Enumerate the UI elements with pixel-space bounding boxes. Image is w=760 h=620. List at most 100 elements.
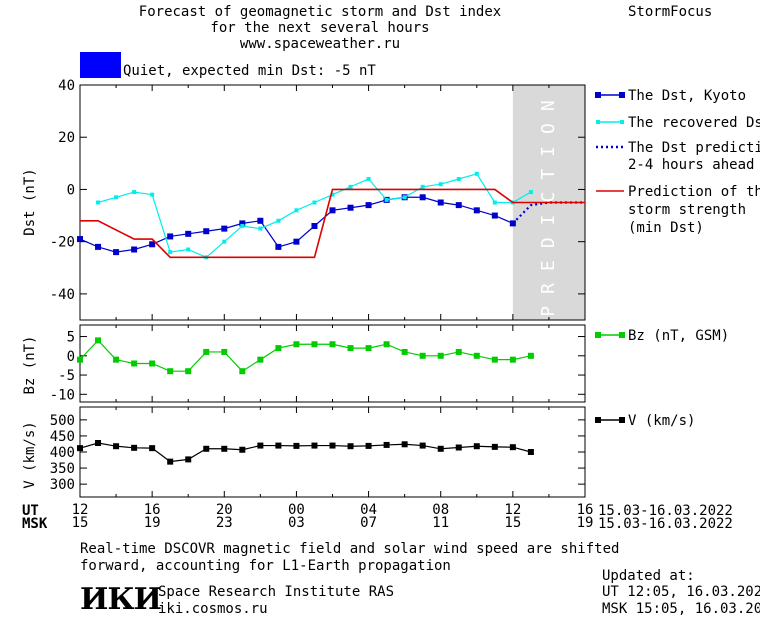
- legend-marker: [619, 332, 625, 338]
- data-point: [113, 356, 120, 363]
- ut-tick-label: 12: [504, 502, 521, 518]
- data-point: [258, 226, 263, 231]
- data-point: [203, 228, 210, 235]
- data-point: [311, 223, 318, 229]
- legend-dst-kyoto: The Dst, Kyoto: [628, 88, 747, 104]
- data-point: [312, 200, 317, 205]
- ytick-label: 500: [50, 413, 75, 429]
- ytick-label: 450: [50, 429, 75, 445]
- ytick-label: -20: [50, 235, 75, 251]
- v-frame: [79, 406, 586, 498]
- msk-tick-label: 15: [504, 515, 521, 531]
- ytick-label: -5: [58, 368, 75, 384]
- ut-axis-label: UT: [22, 503, 39, 519]
- msk-tick-label: 15: [72, 515, 89, 531]
- bz-ylabel: Bz (nT): [22, 335, 38, 394]
- ytick-label: 20: [58, 130, 75, 146]
- data-point: [509, 356, 516, 363]
- legend-bz: Bz (nT, GSM): [628, 328, 730, 344]
- data-point: [311, 341, 318, 348]
- legend-marker: [596, 120, 600, 124]
- data-point: [491, 356, 498, 363]
- legend-marker: [620, 120, 624, 124]
- data-point: [437, 199, 444, 206]
- legend-marker: [595, 332, 601, 338]
- legend-marker: [619, 92, 625, 98]
- ut-tick-label: 16: [577, 502, 594, 518]
- data-point: [77, 445, 83, 452]
- data-point: [437, 445, 444, 452]
- legend-dst-prediction-sub: 2-4 hours ahead: [628, 157, 755, 173]
- data-point: [420, 184, 425, 189]
- data-point: [491, 443, 498, 450]
- data-point: [275, 345, 282, 352]
- legend-dst-recovered: The recovered Dst: [628, 115, 760, 131]
- data-point: [203, 348, 210, 355]
- data-point: [438, 182, 443, 187]
- data-point: [329, 442, 336, 449]
- data-point: [240, 224, 245, 228]
- legend-marker: [595, 92, 601, 98]
- data-point: [239, 368, 246, 375]
- status-label: Quiet, expected min Dst: -5 nT: [123, 63, 376, 79]
- legend-storm-3: (min Dst): [628, 220, 704, 236]
- data-point: [150, 192, 155, 197]
- data-point: [168, 250, 173, 255]
- ytick-label: 5: [67, 330, 75, 346]
- data-point: [185, 456, 192, 463]
- website-link[interactable]: www.spaceweather.ru: [239, 36, 401, 52]
- data-point: [329, 341, 336, 348]
- ytick-label: 300: [50, 477, 75, 493]
- brand-name: StormFocus: [628, 4, 713, 20]
- data-point: [347, 345, 354, 352]
- msk-tick-label: 19: [577, 515, 594, 531]
- ut-date-range: 15.03-16.03.2022: [598, 503, 733, 519]
- ytick-label: 0: [67, 182, 75, 198]
- data-point: [257, 356, 264, 363]
- data-point: [167, 458, 174, 465]
- series-line-dst-1: [97, 173, 532, 259]
- data-point: [419, 194, 426, 201]
- data-point: [294, 208, 299, 213]
- dst-ylabel: Dst (nT): [22, 168, 38, 235]
- updated-label: Updated at:: [602, 568, 695, 584]
- data-point: [149, 241, 156, 248]
- data-point: [131, 444, 138, 451]
- data-point: [95, 243, 102, 250]
- data-point: [473, 207, 480, 214]
- data-point: [311, 442, 318, 449]
- data-point: [221, 445, 228, 452]
- data-point: [222, 239, 227, 244]
- legend-dst-prediction: The Dst prediction: [628, 140, 760, 156]
- data-point: [77, 356, 83, 363]
- data-point: [293, 442, 300, 449]
- data-point: [293, 341, 300, 348]
- msk-tick-label: 11: [432, 515, 449, 531]
- data-point: [509, 444, 516, 451]
- data-point: [492, 200, 497, 205]
- data-point: [95, 337, 102, 344]
- data-point: [95, 440, 102, 446]
- ytick-label: 40: [58, 78, 75, 94]
- iki-logo: ИКИ: [80, 582, 162, 617]
- status-swatch: [80, 52, 121, 78]
- data-point: [347, 204, 354, 211]
- ut-tick-label: 04: [360, 502, 377, 518]
- data-point: [437, 352, 444, 359]
- data-point: [419, 352, 426, 359]
- institute-site[interactable]: iki.cosmos.ru: [158, 601, 268, 617]
- data-point: [473, 443, 480, 450]
- data-point: [167, 368, 174, 375]
- data-point: [149, 445, 156, 452]
- data-point: [347, 443, 354, 450]
- data-point: [330, 192, 335, 197]
- series-line-storm-strength: [80, 188, 585, 259]
- ytick-label: 400: [50, 445, 75, 461]
- data-point: [276, 218, 281, 223]
- data-point: [167, 233, 174, 240]
- data-point: [185, 230, 192, 237]
- data-point: [365, 345, 372, 352]
- v-ylabel: V (km/s): [22, 421, 38, 488]
- legend-storm-2: storm strength: [628, 202, 747, 218]
